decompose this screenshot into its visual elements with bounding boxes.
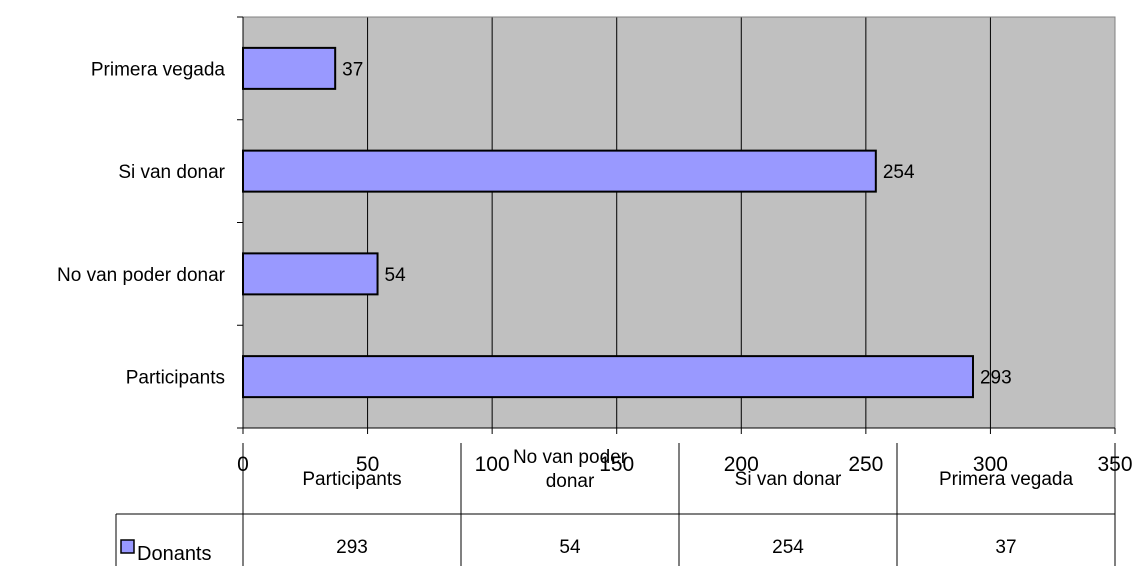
legend-label: Donants [137, 543, 212, 565]
table-header: Si van donar [735, 469, 842, 490]
data-label: 254 [883, 162, 915, 183]
data-label: 54 [385, 265, 407, 286]
table-header: Participants [302, 469, 401, 490]
x-tick-label: 50 [356, 453, 379, 476]
x-tick-label: 250 [848, 453, 883, 476]
data-table: Participants 293 No van poder donar 54 Si van… [115, 443, 1116, 566]
bar [242, 46, 337, 90]
table-header: No van poder [513, 447, 628, 468]
legend-swatch [120, 539, 135, 554]
bar [242, 252, 379, 296]
category-label: Primera vegada [91, 59, 226, 80]
table-header: donar [546, 471, 595, 492]
data-label: 37 [342, 59, 363, 80]
x-tick-label: 100 [475, 453, 510, 476]
bar [242, 149, 877, 193]
x-tick-label: 200 [724, 453, 759, 476]
data-label: 293 [980, 368, 1012, 389]
x-tick-label: 150 [599, 453, 634, 476]
plot-area: 293 Participants 54 No van poder donar 254 Si… [57, 16, 1133, 476]
table-header: Primera vegada [939, 469, 1074, 490]
bar [242, 355, 974, 399]
category-label: No van poder donar [57, 265, 226, 286]
table-cell: 54 [559, 537, 581, 558]
table-cell: 37 [995, 537, 1016, 558]
x-tick-label: 300 [973, 453, 1008, 476]
category-label: Participants [126, 368, 225, 389]
table-cell: 254 [772, 537, 804, 558]
table-cell: 293 [336, 537, 368, 558]
category-label: Si van donar [118, 162, 225, 183]
